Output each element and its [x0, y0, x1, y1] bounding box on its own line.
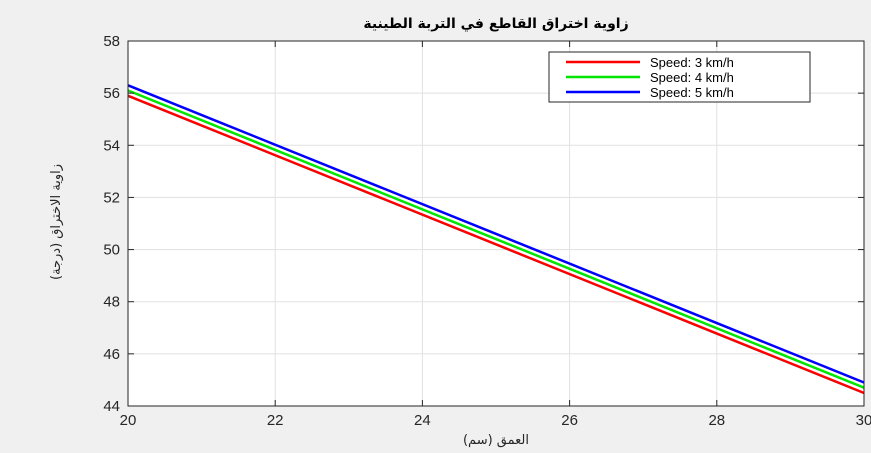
x-tick-label: 22	[267, 412, 284, 429]
x-axis-label: العمق (سم)	[463, 433, 529, 448]
legend-label-2: Speed: 4 km/h	[650, 70, 734, 85]
plot-frame	[127, 40, 865, 407]
y-tick-label: 48	[103, 294, 120, 311]
y-tick-label: 50	[103, 242, 120, 259]
series-lines	[127, 84, 865, 395]
series-line-1	[127, 94, 865, 395]
legend-label-3: Speed: 5 km/h	[650, 85, 734, 100]
x-tick-label: 30	[856, 412, 871, 429]
y-tick-label: 56	[103, 85, 120, 102]
legend-label-1: Speed: 3 km/h	[650, 55, 734, 70]
y-axis-label: زاوية الاختراق (درجة)	[49, 164, 64, 280]
y-tick-label: 58	[103, 33, 120, 50]
y-tick-label: 46	[103, 346, 120, 363]
y-tick-label: 54	[103, 137, 120, 154]
y-tick-label: 44	[103, 398, 120, 415]
x-tick-label: 26	[561, 412, 578, 429]
x-tick-label: 24	[414, 412, 431, 429]
x-tick-label: 20	[120, 412, 137, 429]
axis-ticks: 20 22 24 26 28 30 44 46 48 50 52 54 56 58	[103, 33, 871, 429]
x-tick-label: 28	[708, 412, 725, 429]
series-line-3	[127, 84, 865, 384]
series-line-2	[127, 89, 865, 389]
y-tick-label: 52	[103, 189, 120, 206]
chart-title: زاوية اختراق القاطع في التربة الطينية	[363, 16, 628, 32]
